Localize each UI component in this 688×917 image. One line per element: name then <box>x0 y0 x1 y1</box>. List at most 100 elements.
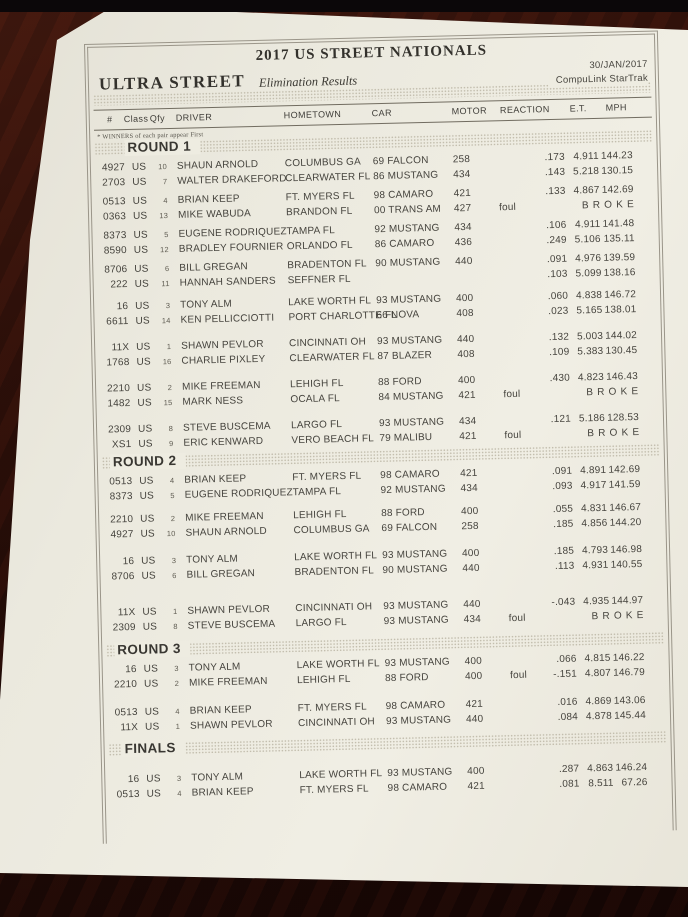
elapsed-time: 4.838 <box>575 289 603 302</box>
motor-size: 440 <box>465 713 484 726</box>
car-model: 00 TRANS AM <box>373 203 442 217</box>
column-header-home: HOMETOWN <box>283 108 342 121</box>
elimination-pair: 16 US 3 TONY ALM LAKE WORTH FL 93 MUSTANG 400.… <box>104 542 663 585</box>
foul-flag <box>497 596 527 612</box>
reaction-time: .093 <box>552 480 573 493</box>
event-date: 30/JAN/2017 <box>589 58 648 72</box>
car-number: 2210 <box>106 383 131 395</box>
reaction-time: .287 <box>558 763 580 776</box>
car-model: 86 CAMARO <box>374 237 435 251</box>
car-number: 8706 <box>111 570 135 583</box>
mph: 144.20 <box>609 517 642 529</box>
motor-size: 421 <box>467 780 486 793</box>
column-header-motor: MOTOR <box>451 105 488 117</box>
car-model: 86 MUSTANG <box>373 169 439 183</box>
elapsed-time: 5.165 <box>576 304 603 317</box>
mph: 146.72 <box>604 289 637 301</box>
motor-size: 400 <box>457 374 476 387</box>
elapsed-time: 5.218 <box>572 165 600 178</box>
mph: 140.55 <box>610 558 643 571</box>
motor-size: 440 <box>456 333 475 346</box>
class-code: US <box>139 475 154 487</box>
class-code: US <box>132 210 148 222</box>
elapsed-time: 4.869 <box>585 695 612 708</box>
round-section: ROUND 2 0513 US 4 BRIAN KEEP FT. MYERS FL 98 C… <box>101 443 664 636</box>
qualify-position: 3 <box>165 301 171 311</box>
reaction-time <box>518 199 566 215</box>
mph: 146.22 <box>612 651 645 664</box>
qualify-position: 16 <box>162 357 172 367</box>
class-code: US <box>137 423 153 435</box>
driver-name: MARK NESS <box>182 395 244 408</box>
elapsed-time: 5.106 <box>574 233 601 246</box>
mph: 146.43 <box>606 371 639 383</box>
broke-label: BROKE <box>591 609 648 623</box>
car-model: 84 MUSTANG <box>378 390 444 404</box>
car-number: 2210 <box>113 678 138 691</box>
class-code: US <box>133 229 148 241</box>
round-header-label: ROUND 3 <box>114 640 191 659</box>
driver-name: ERIC KENWARD <box>183 435 264 449</box>
reaction-time: -.151 <box>553 668 578 681</box>
car-model: 98 CAMARO <box>387 781 448 795</box>
motor-size: 400 <box>460 505 479 518</box>
elimination-pair: 11X US 1 SHAWN PEVLOR CINCINNATI OH 93 MUSTAN… <box>99 328 658 371</box>
elapsed-time: 4.931 <box>582 559 609 572</box>
car-number: 11X <box>111 342 130 354</box>
foul-flag <box>487 166 517 182</box>
timing-system: CompuLink StarTrak <box>548 72 649 88</box>
elapsed-time: 4.878 <box>585 710 613 723</box>
reaction-time: .023 <box>548 305 569 318</box>
hometown: FT. MYERS FL <box>299 783 369 797</box>
column-header-et: E.T. <box>569 103 587 114</box>
car-number: 2703 <box>102 177 126 189</box>
class-code: US <box>139 490 155 502</box>
elapsed-time: 4.793 <box>581 544 609 557</box>
reaction-time: .016 <box>557 696 578 709</box>
mph: 142.69 <box>601 184 634 196</box>
event-class-title: ULTRA STREET <box>98 71 246 94</box>
elimination-pair: 2210 US 2 MIKE FREEMAN LEHIGH FL 88 FORD 400.0… <box>103 500 662 543</box>
qualify-position: 1 <box>172 606 178 617</box>
reaction-time: .185 <box>553 518 574 531</box>
qualify-position: 14 <box>161 316 171 326</box>
reaction-time: .103 <box>547 268 568 281</box>
class-code: US <box>134 263 149 275</box>
elapsed-time: 5.099 <box>575 267 602 280</box>
motor-size: 434 <box>463 613 482 626</box>
hometown: PORT CHARLOTTE FL <box>288 309 398 324</box>
qualify-position: 3 <box>174 663 179 674</box>
class-code: US <box>146 788 162 800</box>
reaction-time <box>527 610 575 626</box>
elimination-pair: 16 US 3 TONY ALM LAKE WORTH FL 93 MUSTANG 400.… <box>98 287 657 330</box>
mph: 146.98 <box>610 543 643 556</box>
mph: 138.16 <box>603 267 636 279</box>
qualify-position: 5 <box>164 230 169 240</box>
round-header-label: FINALS <box>121 739 185 758</box>
elimination-pair: 16 US 3 TONY ALM LAKE WORTH FL 93 MUSTANG 400.… <box>107 649 666 692</box>
column-header-qfy: Qfy <box>149 113 166 124</box>
car-number: 16 <box>116 301 129 313</box>
motor-size: 434 <box>460 482 479 495</box>
column-header-car: CAR <box>371 107 393 119</box>
car-number: 11X <box>120 721 139 734</box>
broke-label: BROKE <box>587 426 644 440</box>
car-model <box>365 270 445 287</box>
class-code: US <box>144 721 160 733</box>
driver-name: SHAUN ARNOLD <box>185 525 267 539</box>
qualify-position: 4 <box>163 196 168 206</box>
car-number: 2210 <box>110 513 134 526</box>
results-sheet-content: 2017 US STREET NATIONALS ULTRA STREET El… <box>84 30 677 844</box>
foul-flag <box>495 518 525 534</box>
driver-name: STEVE BUSCEMA <box>187 618 276 632</box>
class-code: US <box>132 176 147 188</box>
elapsed-time: 4.891 <box>580 464 607 477</box>
elapsed-time: 4.935 <box>583 595 610 608</box>
mph: 130.15 <box>601 165 634 177</box>
qualify-position: 11 <box>161 279 170 289</box>
motor-size: 400 <box>467 765 485 778</box>
car-model: 69 FALCON <box>381 521 438 535</box>
qualify-position: 12 <box>160 245 169 255</box>
elapsed-time: 5.003 <box>576 330 604 343</box>
reaction-time: .430 <box>549 372 571 385</box>
